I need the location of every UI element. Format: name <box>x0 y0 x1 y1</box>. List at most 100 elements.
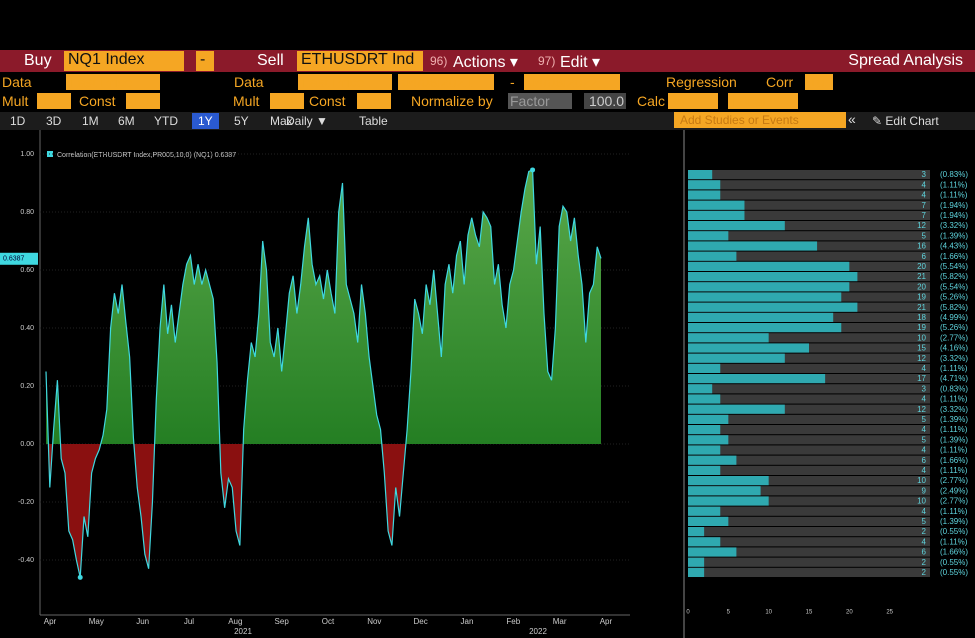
hist-tick-label: 10 <box>765 610 772 616</box>
period-menu[interactable]: Daily ▼ <box>286 114 328 128</box>
x-tick-label: Apr <box>600 617 613 626</box>
price-field[interactable]: Last Price <box>298 74 392 90</box>
range-button[interactable]: Max <box>270 114 293 128</box>
corr-toggle[interactable]: Corr <box>766 74 794 90</box>
extreme-point <box>77 574 83 580</box>
price-field[interactable]: Last Price <box>66 74 160 90</box>
histogram-bar <box>688 180 721 190</box>
histogram-bar <box>688 272 858 282</box>
mult-field[interactable]: 1.0 <box>270 93 304 109</box>
corr-window[interactable]: 10 <box>805 74 833 90</box>
percent-label: (0.83%) <box>940 384 968 393</box>
date-separator: - <box>510 74 515 90</box>
count-label: 19 <box>917 293 926 302</box>
percent-label: (1.39%) <box>940 435 968 444</box>
table-button[interactable]: Table <box>359 114 388 128</box>
row-background <box>688 353 930 363</box>
const-field[interactable]: 0.0 <box>126 93 160 109</box>
histogram-bar <box>688 343 809 353</box>
y-tick-label: 0.40 <box>20 325 34 332</box>
dash-field[interactable]: - <box>196 51 214 71</box>
row-background <box>688 557 930 567</box>
row-background <box>688 445 930 455</box>
count-label: 7 <box>922 211 927 220</box>
regression-toggle[interactable]: Regression <box>666 74 737 90</box>
percent-label: (2.49%) <box>940 486 968 495</box>
studies-field[interactable]: Add Studies or Events <box>674 112 846 128</box>
hist-tick-label: 5 <box>727 610 731 616</box>
percent-label: (1.94%) <box>940 201 968 210</box>
histogram-bar <box>688 404 785 414</box>
histogram-bar <box>688 384 713 394</box>
correlation-line <box>45 169 602 578</box>
collapse-button[interactable]: « <box>848 111 856 127</box>
buy-security[interactable]: NQ1 Index <box>64 51 184 71</box>
calc-label: Calc <box>637 93 666 109</box>
histogram-bar <box>688 333 769 343</box>
histogram-bar <box>688 476 769 486</box>
normalize-toggle[interactable]: Normalize by <box>411 93 493 109</box>
count-label: 10 <box>917 333 926 342</box>
current-value-tag <box>0 252 38 265</box>
percent-label: (4.71%) <box>940 374 968 383</box>
x-tick-label: Nov <box>367 617 381 626</box>
year-label: 2022 <box>529 627 547 636</box>
row-background <box>688 404 930 414</box>
row-background <box>688 180 930 190</box>
percent-label: (0.55%) <box>940 558 968 567</box>
row-background <box>688 363 930 373</box>
x-tick-label: Mar <box>553 617 567 626</box>
percent-label: (1.66%) <box>940 548 968 557</box>
percent-label: (1.11%) <box>940 537 968 546</box>
const-label: Const <box>309 93 346 109</box>
count-label: 9 <box>922 486 927 495</box>
count-label: 6 <box>922 548 927 557</box>
percent-label: (2.77%) <box>940 476 968 485</box>
row-background <box>688 210 930 220</box>
range-button[interactable]: YTD <box>154 114 178 128</box>
count-label: 3 <box>922 170 927 179</box>
const-field[interactable]: 0.0 <box>357 93 391 109</box>
range-button[interactable]: 6M <box>118 114 135 128</box>
percent-label: (0.83%) <box>940 170 968 179</box>
histogram-bar <box>688 394 721 404</box>
histogram-bar <box>688 200 745 210</box>
histogram-bar <box>688 455 737 465</box>
histogram-bar <box>688 323 842 333</box>
range-button[interactable]: 1D <box>10 114 26 128</box>
percent-label: (1.66%) <box>940 252 968 261</box>
histogram-bar <box>688 210 745 220</box>
mult-field[interactable]: 1.0 <box>37 93 71 109</box>
end-date[interactable]: 04/08/2022 <box>524 74 620 90</box>
local-field[interactable]: Local <box>728 93 798 109</box>
histogram-bar <box>688 445 721 455</box>
count-label: 17 <box>917 374 926 383</box>
row-background <box>688 394 930 404</box>
start-date[interactable]: 04/08/2021 <box>398 74 494 90</box>
range-button[interactable]: 1Y <box>192 113 219 129</box>
x-tick-label: Jul <box>184 617 194 626</box>
histogram-bar <box>688 557 705 567</box>
actions-menu[interactable]: Actions ▾ <box>453 54 518 71</box>
factor-field[interactable]: Factor <box>508 93 572 109</box>
mult-label: Mult <box>233 93 260 109</box>
calc-field[interactable]: % <box>668 93 718 109</box>
histogram-bar <box>688 241 818 251</box>
percent-label: (1.94%) <box>940 211 968 220</box>
count-label: 5 <box>922 415 927 424</box>
count-label: 10 <box>917 476 926 485</box>
edit-chart-button[interactable]: ✎ Edit Chart <box>872 114 939 128</box>
y-tick-label: 0.20 <box>20 383 34 390</box>
range-button[interactable]: 1M <box>82 114 99 128</box>
factor-value[interactable]: 100.0 <box>584 93 626 109</box>
percent-label: (4.43%) <box>940 242 968 251</box>
count-label: 16 <box>917 242 926 251</box>
x-tick-label: Dec <box>414 617 428 626</box>
count-label: 5 <box>922 435 927 444</box>
sell-security[interactable]: ETHUSDRT Ind <box>297 51 423 71</box>
range-button[interactable]: 5Y <box>234 114 249 128</box>
range-button[interactable]: 3D <box>46 114 62 128</box>
edit-menu[interactable]: Edit ▾ <box>560 54 601 71</box>
y-tick-label: -0.20 <box>18 499 34 506</box>
y-tick-label: 0.00 <box>20 441 34 448</box>
